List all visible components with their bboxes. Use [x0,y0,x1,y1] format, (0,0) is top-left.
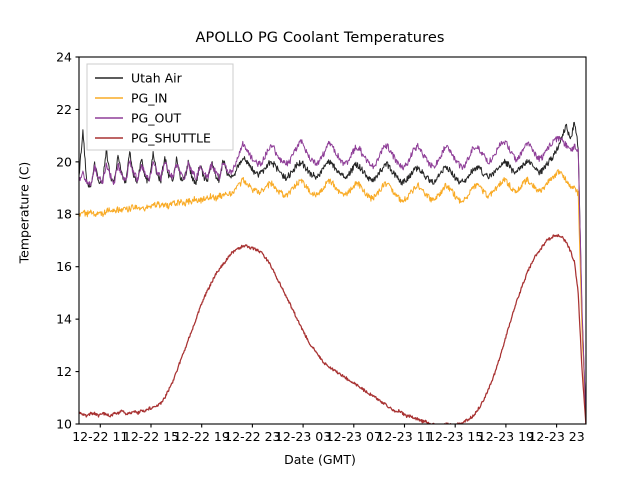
data-series-group [79,121,586,424]
chart-legend[interactable]: Utah Air PG_IN PG_OUT PG_SHUTTLE [86,63,234,151]
legend-label-pg-in[interactable]: PG_IN [131,90,168,105]
x-tick-label: 12-23 11 [376,429,432,444]
x-tick-label: 12-22 19 [174,429,230,444]
y-tick-label: 20 [56,154,72,169]
legend-label-pg-shuttle[interactable]: PG_SHUTTLE [131,130,211,145]
x-tick-label: 12-22 23 [224,429,280,444]
y-tick-label: 12 [56,364,72,379]
x-tick-label: 12-23 07 [326,429,382,444]
series-line-pg-shuttle [79,233,586,424]
chart-title: APOLLO PG Coolant Temperatures [195,30,445,46]
x-tick-label: 12-23 15 [427,429,483,444]
legend-label-pg-out[interactable]: PG_OUT [131,110,181,125]
legend-label-utah air[interactable]: Utah Air [131,70,183,85]
x-axis-label: Date (GMT) [284,452,356,467]
x-tick-label: 12-23 19 [478,429,534,444]
y-tick-label: 22 [56,102,72,117]
series-line-pg-in [79,169,586,424]
y-tick-label: 18 [56,207,72,222]
y-tick-label: 16 [56,259,72,274]
x-tick-label: 12-22 15 [123,429,179,444]
y-axis-ticks: 10 12 14 16 18 20 22 24 [56,49,79,431]
y-tick-label: 24 [56,49,72,64]
y-tick-label: 10 [56,416,72,431]
y-tick-label: 14 [56,312,72,327]
x-tick-label: 12-23 23 [528,429,584,444]
x-tick-label: 12-22 11 [72,429,128,444]
plot-frame [78,56,587,425]
x-tick-label: 12-23 03 [275,429,331,444]
series-line-pg-out [79,135,586,422]
